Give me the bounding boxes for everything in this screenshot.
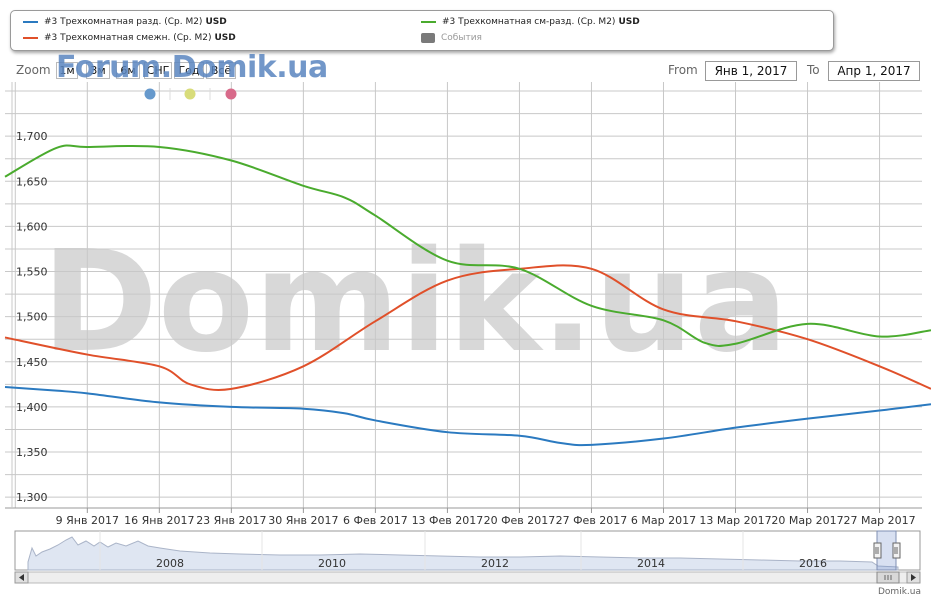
- legend-unit: USD: [205, 17, 227, 27]
- x-tick-label: 13 Фев 2017: [412, 514, 484, 527]
- event-marker[interactable]: [144, 88, 156, 100]
- event-marker[interactable]: [184, 88, 196, 100]
- x-axis: 9 Янв 2017 16 Янв 2017 23 Янв 2017 30 Янв 2…: [5, 82, 922, 527]
- x-tick-label: 6 Фев 2017: [343, 514, 408, 527]
- navigator-tick-label: 2010: [318, 557, 346, 570]
- thumb-grip-icon: [884, 575, 892, 580]
- zoom-6m-button[interactable]: 6м: [116, 62, 140, 79]
- forum-logo: Forum.Domik.ua: [56, 50, 328, 85]
- navigator-tick-label: 2016: [799, 557, 827, 570]
- x-tick-label: 27 Мар 2017: [843, 514, 915, 527]
- legend-item-events[interactable]: События: [421, 33, 482, 43]
- zoom-all-button[interactable]: Всё: [206, 62, 236, 79]
- navigator-tick-label: 2014: [637, 557, 665, 570]
- events-flag-icon: [421, 33, 435, 43]
- series-line-sm-razd: [4, 144, 931, 347]
- grid-lines: [5, 82, 922, 508]
- legend-unit: USD: [214, 33, 236, 43]
- y-tick-label: 1,700: [16, 130, 48, 143]
- legend-line-icon: [23, 37, 38, 39]
- chart-legend: #3 Трехкомнатная разд. (Ср. М2) USD #3 Т…: [10, 10, 834, 51]
- y-tick-label: 1,400: [16, 401, 48, 414]
- legend-item-sm-razd[interactable]: #3 Трехкомнатная см-разд. (Ср. М2) USD: [421, 17, 640, 27]
- y-tick-label: 1,550: [16, 266, 48, 279]
- y-tick-label: 1,650: [16, 175, 48, 188]
- legend-unit: USD: [618, 17, 640, 27]
- y-axis: 1,300 1,350 1,400 1,450 1,500 1,550 1,600 1,650…: [16, 130, 48, 504]
- legend-label: #3 Трехкомнатная разд. (Ср. М2): [44, 17, 203, 27]
- navigator-tick-label: 2008: [156, 557, 184, 570]
- x-tick-label: 23 Янв 2017: [196, 514, 266, 527]
- series-group: [4, 144, 931, 447]
- chevron-right-icon: [911, 574, 916, 581]
- x-tick-label: 20 Фев 2017: [484, 514, 556, 527]
- navigator-tick-label: 2012: [481, 557, 509, 570]
- legend-item-smezhn[interactable]: #3 Трехкомнатная смежн. (Ср. М2) USD: [23, 33, 236, 43]
- legend-label: #3 Трехкомнатная смежн. (Ср. М2): [44, 33, 212, 43]
- x-tick-label: 20 Мар 2017: [771, 514, 843, 527]
- zoom-1y-button[interactable]: Год: [174, 62, 204, 79]
- zoom-1m-button[interactable]: 1м: [56, 62, 78, 79]
- legend-item-razd[interactable]: #3 Трехкомнатная разд. (Ср. М2) USD: [23, 17, 227, 27]
- navigator[interactable]: 2008 2010 2012 2014 2016: [14, 530, 921, 584]
- y-tick-label: 1,600: [16, 220, 48, 233]
- event-markers[interactable]: [144, 88, 237, 100]
- x-tick-label: 13 Мар 2017: [699, 514, 771, 527]
- x-tick-label: 6 Мар 2017: [631, 514, 696, 527]
- zoom-ytd-button[interactable]: СНГ: [144, 62, 172, 79]
- chevron-left-icon: [19, 574, 24, 581]
- legend-label: #3 Трехкомнатная см-разд. (Ср. М2): [442, 17, 616, 27]
- to-date-input[interactable]: Апр 1, 2017: [828, 61, 920, 81]
- zoom-3m-button[interactable]: 3м: [86, 62, 110, 79]
- legend-line-icon: [23, 21, 38, 23]
- legend-line-icon: [421, 21, 436, 23]
- from-date-input[interactable]: Янв 1, 2017: [705, 61, 797, 81]
- x-tick-label: 16 Янв 2017: [124, 514, 194, 527]
- from-label: From: [668, 63, 698, 77]
- watermark-text: Domik.ua: [42, 221, 789, 384]
- to-label: To: [807, 63, 820, 77]
- zoom-label: Zoom: [16, 63, 51, 77]
- copyright-link[interactable]: Domik.ua: [878, 587, 921, 597]
- y-tick-label: 1,500: [16, 311, 48, 324]
- event-marker[interactable]: [225, 88, 237, 100]
- x-tick-label: 27 Фев 2017: [556, 514, 628, 527]
- x-tick-label: 9 Янв 2017: [56, 514, 119, 527]
- y-tick-label: 1,300: [16, 491, 48, 504]
- series-line-razd: [4, 386, 931, 447]
- y-tick-label: 1,350: [16, 446, 48, 459]
- navigator-area: [27, 536, 899, 571]
- x-tick-label: 30 Янв 2017: [268, 514, 338, 527]
- legend-label: События: [441, 33, 482, 43]
- y-tick-label: 1,450: [16, 356, 48, 369]
- scrollbar-track: [14, 571, 921, 584]
